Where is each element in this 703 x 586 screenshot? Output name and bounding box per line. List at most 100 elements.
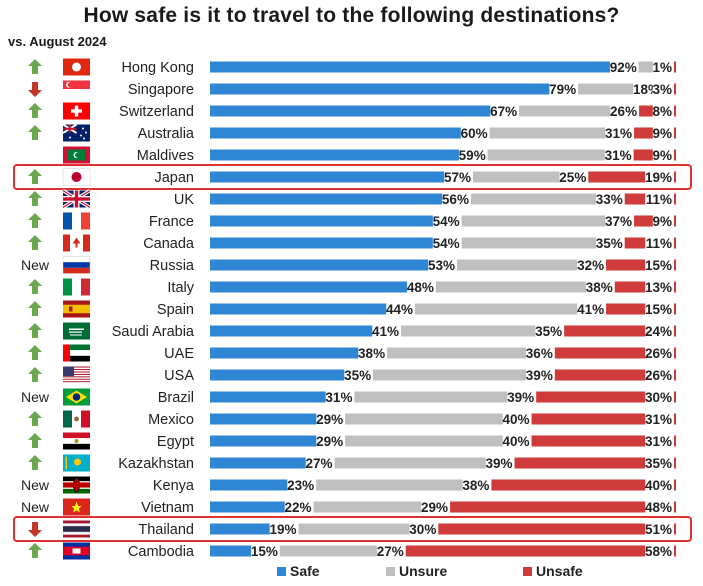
value-label-bg: [251, 543, 280, 559]
change-label: New: [21, 389, 50, 405]
safe-bar: [210, 413, 346, 425]
arrow-up-icon: [28, 455, 42, 470]
safe-bar: [210, 325, 402, 337]
value-label-bg: [645, 345, 674, 361]
category-label: Kenya: [153, 478, 195, 494]
value-label-bg: [604, 147, 634, 163]
value-label: 27%: [306, 456, 333, 471]
value-label-bg: [645, 411, 674, 427]
value-label-bg: [428, 257, 457, 273]
safe-bar: [210, 391, 355, 403]
value-label: 11%: [646, 236, 672, 251]
unsure-bar: [472, 171, 589, 183]
value-label-bg: [605, 213, 635, 229]
highlight-box: [13, 164, 692, 190]
safe-bar: [210, 83, 579, 95]
value-label: 40%: [645, 478, 672, 493]
spain-flag-icon: [63, 300, 90, 318]
value-label-bg: [432, 235, 462, 251]
value-label: 26%: [645, 368, 672, 383]
unsure-bar: [298, 523, 439, 535]
switzerland-flag-icon: [63, 102, 90, 120]
unsafe-bar: [606, 259, 676, 271]
value-label: 36%: [526, 346, 553, 361]
value-label-bg: [652, 81, 674, 97]
value-label: 30%: [409, 522, 436, 537]
value-label: 35%: [344, 368, 371, 383]
value-label-bg: [645, 433, 674, 449]
kenya-flag-icon: [63, 476, 90, 494]
arrow-up-icon: [28, 169, 42, 184]
value-label-bg: [645, 257, 674, 273]
value-label-bg: [372, 323, 402, 339]
value-label-bg: [595, 191, 625, 207]
value-label-bg: [645, 323, 674, 339]
value-label: 9%: [652, 214, 672, 229]
value-label: 31%: [325, 390, 352, 405]
value-label: 38%: [358, 346, 385, 361]
maldives-flag-icon: [63, 146, 90, 164]
category-label: Singapore: [128, 82, 194, 98]
legend-label: Safe: [290, 563, 320, 579]
value-label-bg: [645, 191, 674, 207]
change-label: New: [21, 257, 50, 273]
category-label: Switzerland: [119, 104, 194, 120]
value-label: 15%: [645, 258, 672, 273]
safe-bar: [210, 479, 317, 491]
category-label: Vietnam: [141, 500, 194, 516]
value-label: 40%: [503, 434, 530, 449]
value-label: 13%: [645, 280, 672, 295]
value-label: 15%: [251, 544, 278, 559]
value-label-bg: [526, 345, 555, 361]
value-label-bg: [485, 455, 515, 471]
unsure-bar: [316, 479, 492, 491]
uk-flag-icon: [62, 189, 91, 209]
unsafe-bar: [531, 435, 676, 447]
value-label: 24%: [645, 324, 672, 339]
unsure-bar: [373, 369, 555, 381]
value-label: 92%: [610, 60, 637, 75]
unsafe-bar: [491, 479, 676, 491]
thailand-flag-icon: [63, 520, 90, 538]
value-label: 26%: [610, 104, 637, 119]
value-label: 32%: [577, 258, 604, 273]
value-label: 58%: [645, 544, 672, 559]
value-label: 37%: [605, 214, 632, 229]
value-label-bg: [444, 169, 473, 185]
value-label-bg: [287, 477, 317, 493]
legend-swatch: [386, 567, 395, 576]
category-label: UAE: [164, 346, 194, 362]
value-label-bg: [269, 521, 299, 537]
value-label-bg: [284, 499, 314, 515]
value-label: 40%: [503, 412, 530, 427]
safe-bar: [210, 237, 462, 249]
value-label-bg: [645, 301, 674, 317]
value-label: 35%: [535, 324, 562, 339]
category-label: Hong Kong: [121, 60, 194, 76]
value-label: 30%: [645, 390, 672, 405]
unsafe-bar: [438, 523, 676, 535]
canada-flag-icon: [63, 234, 90, 252]
arrow-up-icon: [28, 411, 42, 426]
value-label-bg: [645, 521, 674, 537]
unsure-bar: [415, 303, 607, 315]
arrow-up-icon: [28, 301, 42, 316]
value-label: 23%: [287, 478, 314, 493]
value-label-bg: [462, 477, 492, 493]
bar-row: New Russia 53% 32% 15%: [21, 256, 676, 274]
value-label: 60%: [461, 126, 488, 141]
unsure-bar: [345, 413, 532, 425]
unsafe-bar: [564, 325, 676, 337]
unsure-bar: [489, 127, 635, 139]
bar-row: Switzerland 67% 26% 8%: [28, 102, 676, 120]
vietnam-flag-icon: [63, 498, 90, 516]
value-label: 57%: [444, 170, 471, 185]
value-label: 39%: [507, 390, 534, 405]
value-label: 33%: [596, 192, 623, 207]
value-label-bg: [652, 213, 674, 229]
bar-row: Kazakhstan 27% 39% 35%: [28, 454, 676, 472]
arrow-up-icon: [28, 433, 42, 448]
value-label: 25%: [559, 170, 586, 185]
value-label-bg: [577, 301, 607, 317]
